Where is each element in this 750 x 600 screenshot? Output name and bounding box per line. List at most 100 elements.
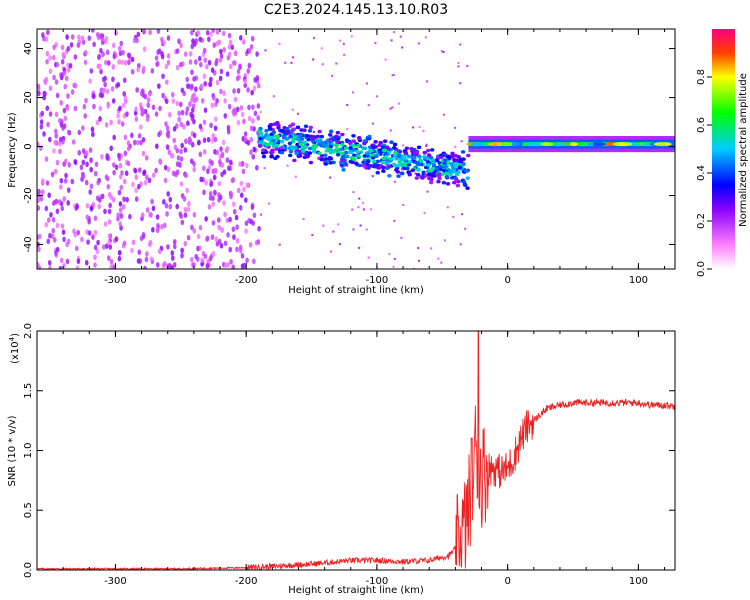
noise-speckle	[89, 157, 93, 164]
noise-speckle	[98, 105, 103, 112]
noise-speckle	[70, 178, 75, 185]
signal-blob	[411, 156, 417, 160]
y-tick-label: 1.0	[23, 443, 34, 459]
noise-speckle	[164, 79, 169, 85]
noise-speckle	[291, 108, 294, 111]
noise-speckle	[139, 124, 143, 130]
noise-speckle	[142, 29, 147, 35]
colorbar-ticks: 0.0 0.2 0.4 0.6 0.8	[696, 69, 712, 277]
noise-speckle	[185, 76, 190, 83]
noise-speckle	[210, 138, 215, 144]
signal-blob	[307, 151, 313, 155]
signal-blob	[295, 142, 300, 147]
noise-speckle	[60, 205, 65, 212]
signal-blob	[381, 148, 387, 153]
noise-speckle	[459, 243, 462, 246]
noise-speckle	[232, 107, 237, 114]
signal-blob	[264, 136, 270, 140]
noise-speckle	[196, 233, 201, 240]
noise-speckle	[48, 265, 52, 269]
signal-blob	[445, 182, 451, 186]
noise-speckle	[371, 122, 374, 125]
signal-blob	[442, 161, 447, 166]
noise-speckle	[236, 119, 241, 126]
signal-blob	[402, 154, 407, 158]
noise-speckle	[136, 31, 141, 38]
carrier-peak	[490, 142, 498, 147]
noise-speckle	[183, 147, 188, 153]
noise-speckle	[231, 201, 236, 207]
noise-speckle	[179, 121, 184, 128]
noise-speckle	[144, 155, 149, 161]
noise-speckle	[230, 177, 235, 184]
snr-scale-prefix: (x10	[10, 341, 21, 364]
noise-speckle	[107, 60, 111, 66]
noise-speckle	[131, 239, 136, 246]
signal-blob	[260, 148, 266, 152]
noise-speckle	[62, 107, 67, 114]
signal-blob	[465, 176, 470, 180]
noise-speckle	[116, 112, 120, 119]
noise-speckle	[37, 197, 41, 204]
x-tick-label: 100	[629, 576, 648, 587]
signal-blob	[444, 174, 449, 179]
noise-speckle	[58, 265, 63, 269]
noise-speckle	[51, 200, 56, 206]
noise-speckle	[66, 187, 71, 193]
noise-speckle	[45, 50, 50, 57]
signal-blob	[393, 150, 398, 155]
noise-speckle	[158, 159, 163, 165]
noise-speckle	[294, 175, 297, 178]
noise-speckle	[192, 118, 196, 125]
noise-speckle	[233, 50, 238, 56]
noise-speckle	[51, 227, 56, 234]
noise-speckle	[92, 41, 96, 48]
noise-speckle	[236, 187, 241, 194]
noise-speckle	[164, 202, 169, 209]
signal-blob	[387, 173, 392, 178]
noise-speckle	[88, 147, 93, 153]
noise-speckle	[390, 39, 393, 42]
noise-speckle	[245, 257, 249, 264]
noise-speckle	[250, 35, 255, 42]
signal-blob	[447, 156, 452, 160]
noise-speckle	[178, 61, 183, 68]
noise-speckle	[412, 126, 415, 129]
noise-speckle	[90, 29, 95, 33]
noise-speckle	[66, 93, 70, 99]
noise-speckle	[147, 177, 152, 184]
noise-speckle	[183, 206, 188, 213]
noise-speckle	[124, 170, 129, 177]
signal-blob	[460, 150, 466, 154]
signal-blob	[354, 161, 359, 166]
noise-speckle	[171, 255, 175, 261]
snr-line-layer	[37, 331, 675, 570]
noise-speckle	[77, 150, 82, 156]
noise-speckle	[219, 88, 223, 95]
noise-speckle	[52, 148, 56, 154]
x-tick-label: -300	[104, 275, 127, 286]
noise-speckle	[189, 256, 194, 263]
noise-speckle	[346, 128, 349, 131]
signal-blob	[323, 157, 329, 161]
signal-blob	[347, 141, 353, 145]
noise-speckle	[221, 139, 226, 146]
noise-speckle	[165, 131, 170, 138]
noise-speckle	[62, 70, 67, 76]
noise-speckle	[48, 68, 53, 75]
noise-speckle	[225, 146, 230, 152]
signal-blob	[308, 160, 314, 165]
noise-speckle	[175, 100, 180, 107]
noise-speckle	[193, 86, 198, 92]
signal-blob	[456, 155, 461, 159]
noise-speckle	[352, 191, 355, 194]
noise-speckle	[39, 195, 44, 202]
signal-blob	[345, 154, 350, 159]
signal-blob	[294, 151, 299, 156]
noise-speckle	[208, 81, 213, 88]
noise-speckle	[123, 60, 128, 66]
spectrogram-frame	[36, 28, 676, 270]
signal-blob	[279, 139, 285, 144]
signal-blob	[350, 156, 355, 160]
noise-speckle	[48, 55, 52, 61]
